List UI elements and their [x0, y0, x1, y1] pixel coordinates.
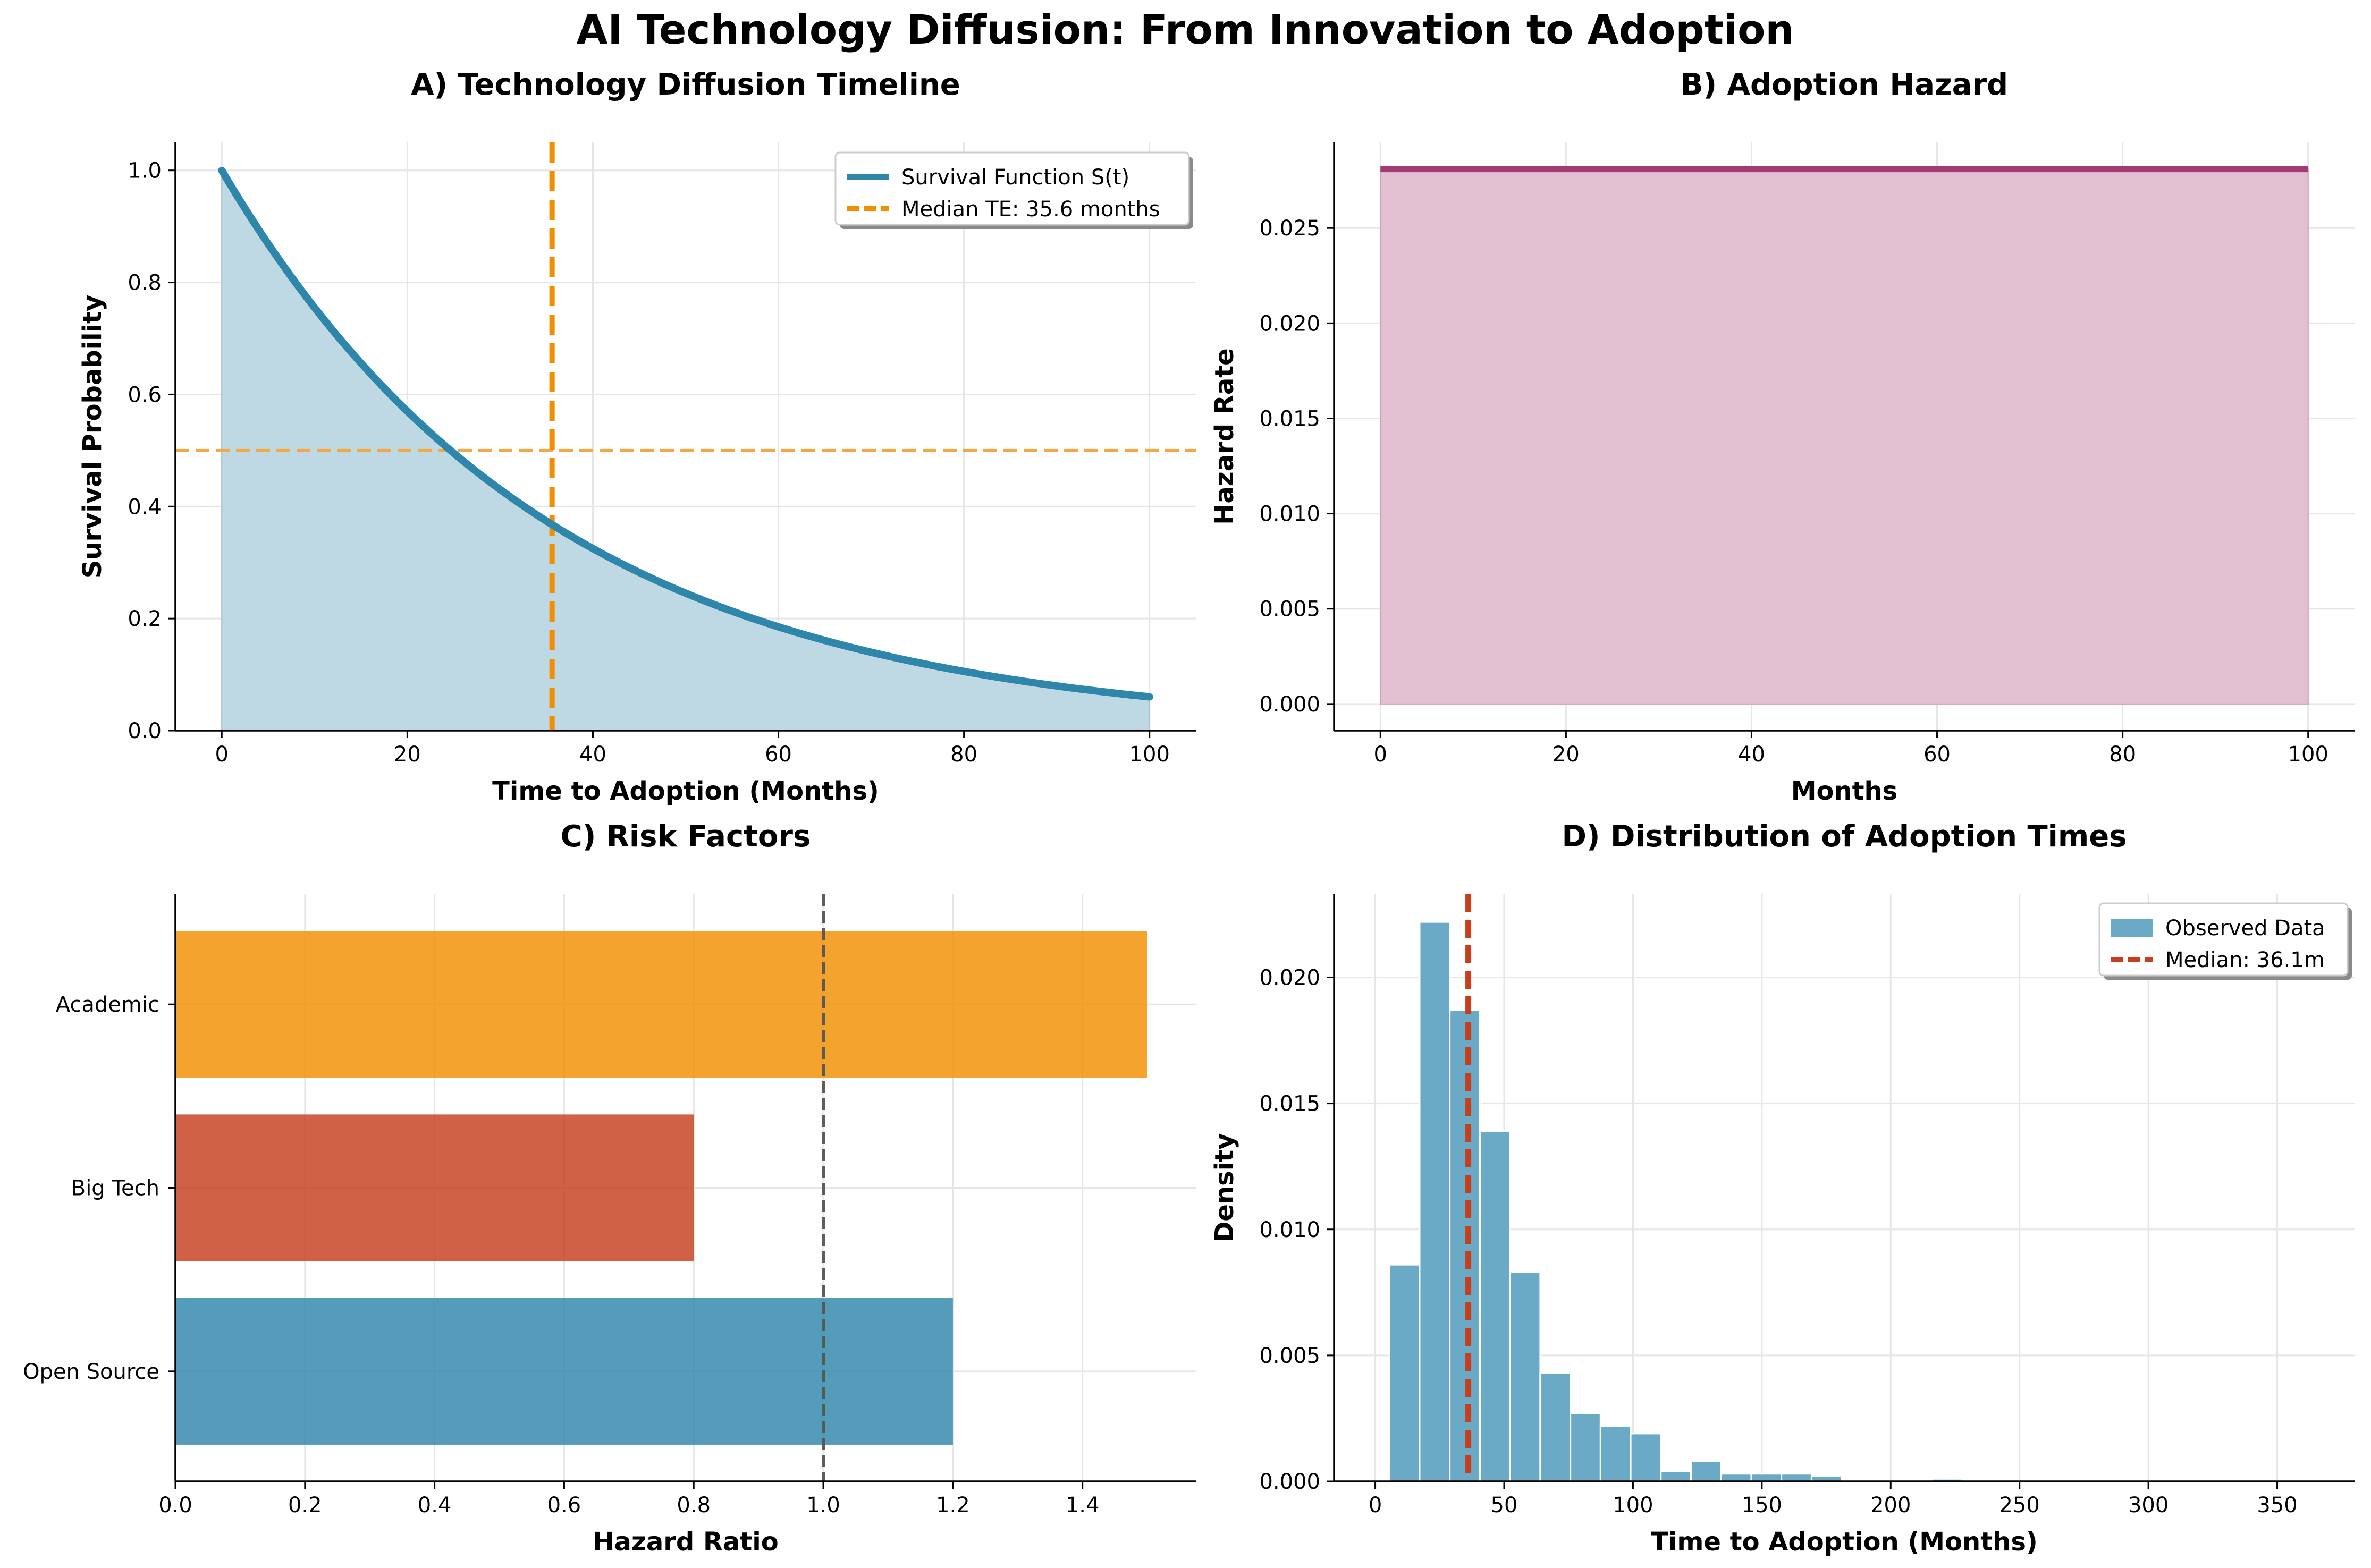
histogram-bar: [1750, 1473, 1783, 1482]
histogram-bar: [1690, 1460, 1722, 1482]
histogram-bar: [1781, 1473, 1812, 1482]
x-tick-label: 150: [1742, 1493, 1782, 1518]
panel-title: C) Risk Factors: [561, 819, 811, 854]
x-tick-label: 0: [1369, 1493, 1382, 1518]
x-axis-label: Time to Adoption (Months): [492, 776, 879, 806]
x-tick-label: 250: [1999, 1493, 2040, 1518]
legend: Survival Function S(t) Median TE: 35.6 mo…: [834, 151, 1193, 229]
histogram-bar: [1660, 1470, 1692, 1482]
x-tick-label: 20: [394, 742, 421, 767]
panel-title: D) Distribution of Adoption Times: [1562, 819, 2127, 854]
x-axis-label: Months: [1791, 776, 1898, 806]
histogram-bar: [1630, 1433, 1662, 1482]
x-tick-label: 100: [2288, 742, 2328, 767]
bar-academic: [175, 931, 1147, 1078]
x-tick-label: 1.2: [936, 1493, 970, 1518]
panel-a: 0 20 40 60 80 100 0.0 0.2 0.4 0.6 0.8 1.0 A) Technol…: [78, 67, 1196, 806]
x-tick-label: 0.4: [418, 1493, 452, 1518]
y-tick-label: 0.015: [1259, 1092, 1320, 1116]
x-tick-label: 350: [2257, 1493, 2297, 1518]
x-tick-label: 40: [579, 742, 606, 767]
panel-b: 0 20 40 60 80 100 0.000 0.005 0.010 0.015 0.020 0.0…: [1210, 67, 2355, 806]
x-tick-label: 0: [215, 742, 229, 767]
panel-title: A) Technology Diffusion Timeline: [411, 67, 960, 102]
y-tick-label: 0.015: [1259, 406, 1320, 431]
panel-c: Academic Big Tech Open Source 0.0 0.2 0.4 0.6 0…: [23, 819, 1196, 1557]
x-tick-label: 100: [1129, 742, 1170, 767]
y-tick-label: 0.010: [1259, 1218, 1320, 1242]
panel-d: 0 50 100 150 200 250 300 350 0.000 0.005 0.010 0.01…: [1210, 819, 2355, 1557]
y-tick-label: 0.005: [1259, 597, 1320, 622]
histogram-bar: [1720, 1473, 1752, 1482]
y-tick-label: 0.025: [1259, 216, 1320, 241]
category-label: Big Tech: [71, 1176, 159, 1201]
y-tick-label: 1.0: [128, 159, 162, 183]
x-tick-label: 80: [950, 742, 977, 767]
x-tick-label: 80: [2109, 742, 2136, 767]
y-tick-label: 0.6: [128, 383, 162, 407]
y-axis-label: Density: [1210, 1133, 1239, 1243]
x-tick-label: 200: [1870, 1493, 1911, 1518]
y-tick-label: 0.020: [1259, 966, 1320, 990]
bar-big-tech: [175, 1114, 694, 1261]
histogram-bar: [1419, 921, 1451, 1482]
legend-box: [2098, 902, 2349, 977]
legend-label: Median: 36.1m: [2165, 948, 2325, 972]
x-tick-label: 60: [765, 742, 792, 767]
x-tick-label: 0.0: [158, 1493, 192, 1518]
x-tick-label: 50: [1491, 1493, 1518, 1518]
histogram-bar: [1599, 1425, 1632, 1482]
legend-label: Median TE: 35.6 months: [901, 197, 1160, 222]
x-tick-label: 0.2: [288, 1493, 322, 1518]
y-tick-label: 0.2: [128, 607, 162, 631]
x-tick-label: 0: [1374, 742, 1387, 767]
histogram-bar: [1388, 1264, 1421, 1482]
x-tick-label: 1.4: [1066, 1493, 1100, 1518]
x-tick-label: 100: [1613, 1493, 1653, 1518]
y-tick-label: 0.020: [1259, 311, 1320, 336]
y-axis-label: Hazard Rate: [1210, 348, 1239, 524]
legend-label: Survival Function S(t): [901, 165, 1129, 190]
histogram-bar: [1570, 1412, 1601, 1482]
hazard-area: [1380, 168, 2309, 705]
x-tick-label: 20: [1552, 742, 1580, 767]
x-tick-label: 0.8: [677, 1493, 711, 1518]
x-tick-label: 0.6: [547, 1493, 581, 1518]
panel-title: B) Adoption Hazard: [1681, 67, 2008, 102]
legend-label: Observed Data: [2165, 916, 2325, 940]
y-tick-label: 0.0: [128, 719, 162, 743]
y-tick-label: 0.010: [1259, 502, 1320, 527]
histogram-bar: [1449, 1009, 1481, 1482]
category-label: Academic: [56, 993, 159, 1017]
bar-open-source: [175, 1298, 953, 1445]
x-tick-label: 300: [2128, 1493, 2169, 1518]
survival-curve: [218, 166, 1153, 701]
y-axis-label: Survival Probability: [78, 295, 107, 579]
legend: Observed Data Median: 36.1m: [2098, 902, 2352, 980]
x-tick-label: 60: [1923, 742, 1951, 767]
x-tick-label: 40: [1738, 742, 1765, 767]
x-axis-label: Time to Adoption (Months): [1651, 1527, 2038, 1557]
category-label: Open Source: [23, 1360, 159, 1384]
y-tick-label: 0.000: [1259, 692, 1320, 717]
y-tick-label: 0.4: [128, 495, 162, 519]
histogram-bar: [1479, 1130, 1511, 1482]
histogram-bar: [1509, 1271, 1541, 1482]
histogram-bar: [1539, 1372, 1572, 1482]
legend-box: [834, 151, 1190, 226]
y-tick-label: 0.000: [1259, 1470, 1320, 1494]
x-tick-label: 1.0: [806, 1493, 840, 1518]
legend-swatch: [2111, 919, 2153, 937]
y-tick-label: 0.8: [128, 271, 162, 295]
figure-title: AI Technology Diffusion: From Innovation…: [577, 6, 1794, 53]
y-tick-label: 0.005: [1259, 1344, 1320, 1368]
x-axis-label: Hazard Ratio: [593, 1527, 778, 1557]
